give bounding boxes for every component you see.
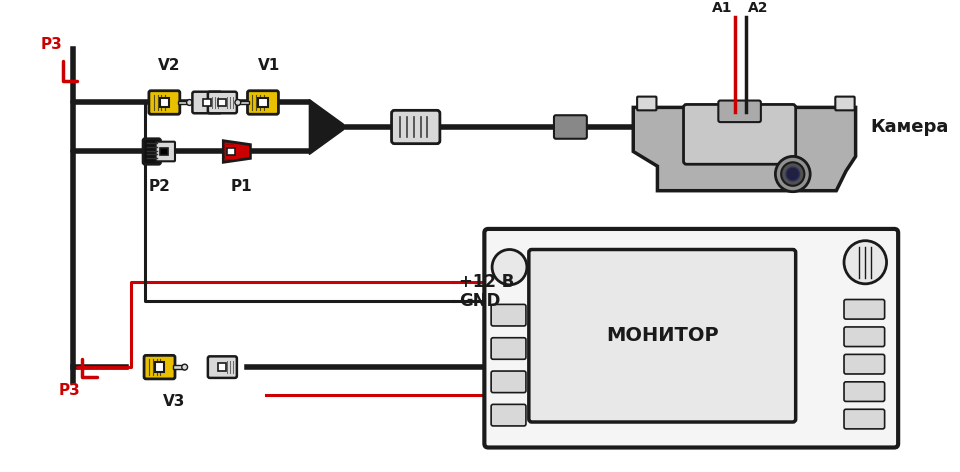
Circle shape xyxy=(844,241,886,284)
FancyBboxPatch shape xyxy=(554,115,587,139)
FancyBboxPatch shape xyxy=(485,229,899,447)
FancyBboxPatch shape xyxy=(208,92,237,113)
Circle shape xyxy=(781,162,804,186)
FancyBboxPatch shape xyxy=(844,409,884,429)
FancyBboxPatch shape xyxy=(155,362,164,372)
Text: P2: P2 xyxy=(149,179,171,194)
FancyBboxPatch shape xyxy=(203,99,211,106)
FancyBboxPatch shape xyxy=(248,91,278,114)
FancyBboxPatch shape xyxy=(192,92,222,113)
FancyBboxPatch shape xyxy=(492,371,526,393)
Text: +12 В: +12 В xyxy=(459,273,515,291)
FancyBboxPatch shape xyxy=(228,148,235,155)
FancyBboxPatch shape xyxy=(844,354,884,374)
FancyBboxPatch shape xyxy=(529,250,796,422)
Polygon shape xyxy=(489,444,891,447)
FancyBboxPatch shape xyxy=(156,142,175,161)
FancyBboxPatch shape xyxy=(844,382,884,401)
FancyBboxPatch shape xyxy=(835,97,854,110)
Bar xyxy=(178,101,189,104)
FancyBboxPatch shape xyxy=(637,97,657,110)
Polygon shape xyxy=(309,100,344,154)
FancyBboxPatch shape xyxy=(160,148,168,155)
Text: V3: V3 xyxy=(163,394,185,409)
Polygon shape xyxy=(224,141,251,162)
FancyBboxPatch shape xyxy=(718,101,761,122)
Text: A1: A1 xyxy=(712,1,732,15)
FancyBboxPatch shape xyxy=(844,327,884,346)
FancyBboxPatch shape xyxy=(208,356,237,378)
FancyBboxPatch shape xyxy=(149,91,180,114)
FancyBboxPatch shape xyxy=(392,110,440,143)
FancyBboxPatch shape xyxy=(219,363,227,371)
Bar xyxy=(173,365,184,369)
FancyBboxPatch shape xyxy=(492,405,526,426)
FancyBboxPatch shape xyxy=(219,99,227,106)
FancyBboxPatch shape xyxy=(144,355,175,379)
Bar xyxy=(238,101,250,104)
Text: A2: A2 xyxy=(748,1,769,15)
Text: GND: GND xyxy=(459,293,500,311)
Circle shape xyxy=(776,156,810,192)
Circle shape xyxy=(786,167,800,181)
FancyBboxPatch shape xyxy=(492,304,526,326)
Polygon shape xyxy=(634,108,855,191)
Circle shape xyxy=(186,100,192,105)
Text: V2: V2 xyxy=(158,58,180,73)
Text: МОНИТОР: МОНИТОР xyxy=(606,326,719,345)
FancyBboxPatch shape xyxy=(143,139,160,164)
FancyBboxPatch shape xyxy=(492,338,526,359)
Text: P1: P1 xyxy=(231,179,252,194)
FancyBboxPatch shape xyxy=(159,98,169,108)
Circle shape xyxy=(235,100,241,105)
Circle shape xyxy=(181,364,187,370)
FancyBboxPatch shape xyxy=(684,104,796,164)
Text: V1: V1 xyxy=(257,58,280,73)
FancyBboxPatch shape xyxy=(258,98,268,108)
Text: P3: P3 xyxy=(59,383,81,398)
Text: P3: P3 xyxy=(40,36,62,51)
Text: Камера: Камера xyxy=(870,118,948,136)
Circle shape xyxy=(492,250,527,285)
FancyBboxPatch shape xyxy=(844,300,884,319)
